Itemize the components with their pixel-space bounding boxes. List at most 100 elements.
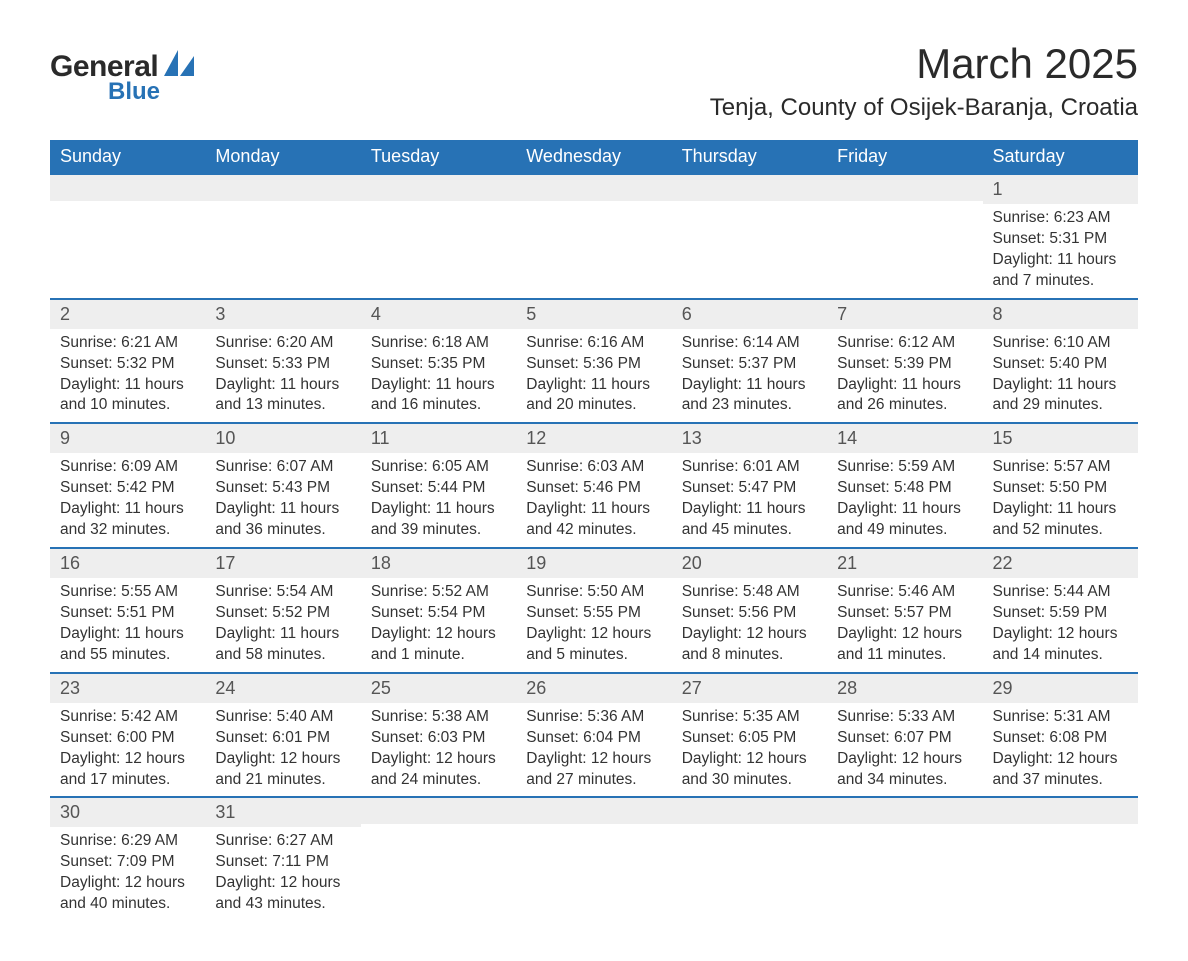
calendar-day-cell: 21Sunrise: 5:46 AMSunset: 5:57 PMDayligh… [827,548,982,673]
day-details: Sunrise: 5:40 AMSunset: 6:01 PMDaylight:… [205,703,360,797]
day-daylight1: Daylight: 12 hours [60,749,195,770]
day-daylight1: Daylight: 12 hours [60,873,195,894]
day-details: Sunrise: 5:46 AMSunset: 5:57 PMDaylight:… [827,578,982,672]
day-sunrise: Sunrise: 5:33 AM [837,707,972,728]
calendar-day-cell: 19Sunrise: 5:50 AMSunset: 5:55 PMDayligh… [516,548,671,673]
day-sunrise: Sunrise: 5:42 AM [60,707,195,728]
day-sunset: Sunset: 6:01 PM [215,728,350,749]
calendar-week-row: 9Sunrise: 6:09 AMSunset: 5:42 PMDaylight… [50,423,1138,548]
day-daylight2: and 49 minutes. [837,520,972,541]
day-number-bar [672,798,827,824]
day-daylight2: and 14 minutes. [993,645,1128,666]
day-number-bar [827,175,982,201]
calendar-day-cell: 1Sunrise: 6:23 AMSunset: 5:31 PMDaylight… [983,174,1138,299]
header: General Blue March 2025 Tenja, County of… [50,40,1138,122]
day-sunset: Sunset: 5:40 PM [993,354,1128,375]
day-number: 10 [205,424,360,453]
calendar-day-cell: 20Sunrise: 5:48 AMSunset: 5:56 PMDayligh… [672,548,827,673]
day-details: Sunrise: 5:48 AMSunset: 5:56 PMDaylight:… [672,578,827,672]
calendar-week-row: 16Sunrise: 5:55 AMSunset: 5:51 PMDayligh… [50,548,1138,673]
day-sunset: Sunset: 5:39 PM [837,354,972,375]
day-daylight1: Daylight: 12 hours [526,624,661,645]
calendar-day-cell: 12Sunrise: 6:03 AMSunset: 5:46 PMDayligh… [516,423,671,548]
day-daylight1: Daylight: 11 hours [837,499,972,520]
day-details: Sunrise: 5:54 AMSunset: 5:52 PMDaylight:… [205,578,360,672]
weekday-header: Tuesday [361,140,516,174]
calendar-day-cell [50,174,205,299]
day-number: 1 [983,175,1138,204]
day-details: Sunrise: 5:57 AMSunset: 5:50 PMDaylight:… [983,453,1138,547]
day-number-bar [827,798,982,824]
calendar-day-cell: 13Sunrise: 6:01 AMSunset: 5:47 PMDayligh… [672,423,827,548]
location: Tenja, County of Osijek-Baranja, Croatia [710,94,1138,122]
day-daylight1: Daylight: 11 hours [837,375,972,396]
day-sunrise: Sunrise: 5:36 AM [526,707,661,728]
calendar-day-cell: 29Sunrise: 5:31 AMSunset: 6:08 PMDayligh… [983,673,1138,798]
day-number: 13 [672,424,827,453]
day-details: Sunrise: 6:20 AMSunset: 5:33 PMDaylight:… [205,329,360,423]
day-sunrise: Sunrise: 6:12 AM [837,333,972,354]
weekday-header: Friday [827,140,982,174]
day-sunset: Sunset: 6:04 PM [526,728,661,749]
day-sunrise: Sunrise: 6:10 AM [993,333,1128,354]
calendar-day-cell: 14Sunrise: 5:59 AMSunset: 5:48 PMDayligh… [827,423,982,548]
day-daylight2: and 52 minutes. [993,520,1128,541]
day-sunrise: Sunrise: 5:31 AM [993,707,1128,728]
day-number: 19 [516,549,671,578]
day-details: Sunrise: 6:12 AMSunset: 5:39 PMDaylight:… [827,329,982,423]
calendar-day-cell: 8Sunrise: 6:10 AMSunset: 5:40 PMDaylight… [983,299,1138,424]
day-daylight1: Daylight: 12 hours [682,624,817,645]
calendar-day-cell: 25Sunrise: 5:38 AMSunset: 6:03 PMDayligh… [361,673,516,798]
day-sunrise: Sunrise: 6:29 AM [60,831,195,852]
day-number: 9 [50,424,205,453]
calendar-day-cell [983,797,1138,921]
day-number: 21 [827,549,982,578]
day-sunset: Sunset: 5:48 PM [837,478,972,499]
day-sunset: Sunset: 5:35 PM [371,354,506,375]
day-daylight1: Daylight: 11 hours [526,499,661,520]
day-details: Sunrise: 5:42 AMSunset: 6:00 PMDaylight:… [50,703,205,797]
day-sunset: Sunset: 7:09 PM [60,852,195,873]
day-daylight1: Daylight: 12 hours [371,749,506,770]
day-daylight1: Daylight: 12 hours [215,873,350,894]
day-details: Sunrise: 5:52 AMSunset: 5:54 PMDaylight:… [361,578,516,672]
calendar-day-cell: 7Sunrise: 6:12 AMSunset: 5:39 PMDaylight… [827,299,982,424]
weekday-header: Wednesday [516,140,671,174]
day-daylight2: and 36 minutes. [215,520,350,541]
logo-sail-icon [164,50,194,76]
day-daylight2: and 26 minutes. [837,395,972,416]
day-daylight1: Daylight: 11 hours [371,499,506,520]
day-daylight1: Daylight: 12 hours [215,749,350,770]
day-details: Sunrise: 5:31 AMSunset: 6:08 PMDaylight:… [983,703,1138,797]
day-daylight1: Daylight: 11 hours [60,624,195,645]
calendar-day-cell: 15Sunrise: 5:57 AMSunset: 5:50 PMDayligh… [983,423,1138,548]
day-daylight1: Daylight: 11 hours [993,499,1128,520]
calendar-day-cell: 4Sunrise: 6:18 AMSunset: 5:35 PMDaylight… [361,299,516,424]
calendar-day-cell: 28Sunrise: 5:33 AMSunset: 6:07 PMDayligh… [827,673,982,798]
day-daylight1: Daylight: 11 hours [60,375,195,396]
title-block: March 2025 Tenja, County of Osijek-Baran… [710,40,1138,122]
day-daylight2: and 5 minutes. [526,645,661,666]
day-daylight2: and 34 minutes. [837,770,972,791]
day-number-bar [361,798,516,824]
weekday-header: Saturday [983,140,1138,174]
day-daylight2: and 8 minutes. [682,645,817,666]
day-number: 7 [827,300,982,329]
day-number: 17 [205,549,360,578]
day-number-bar [516,798,671,824]
day-number: 4 [361,300,516,329]
day-details: Sunrise: 6:16 AMSunset: 5:36 PMDaylight:… [516,329,671,423]
calendar-day-cell: 3Sunrise: 6:20 AMSunset: 5:33 PMDaylight… [205,299,360,424]
day-sunrise: Sunrise: 6:05 AM [371,457,506,478]
day-number: 22 [983,549,1138,578]
logo-text-blue: Blue [108,78,194,106]
day-daylight2: and 11 minutes. [837,645,972,666]
calendar-day-cell [205,174,360,299]
day-sunset: Sunset: 5:52 PM [215,603,350,624]
day-daylight2: and 10 minutes. [60,395,195,416]
day-daylight2: and 55 minutes. [60,645,195,666]
day-daylight1: Daylight: 11 hours [682,375,817,396]
calendar-day-cell: 16Sunrise: 5:55 AMSunset: 5:51 PMDayligh… [50,548,205,673]
day-sunset: Sunset: 5:42 PM [60,478,195,499]
day-sunrise: Sunrise: 6:20 AM [215,333,350,354]
